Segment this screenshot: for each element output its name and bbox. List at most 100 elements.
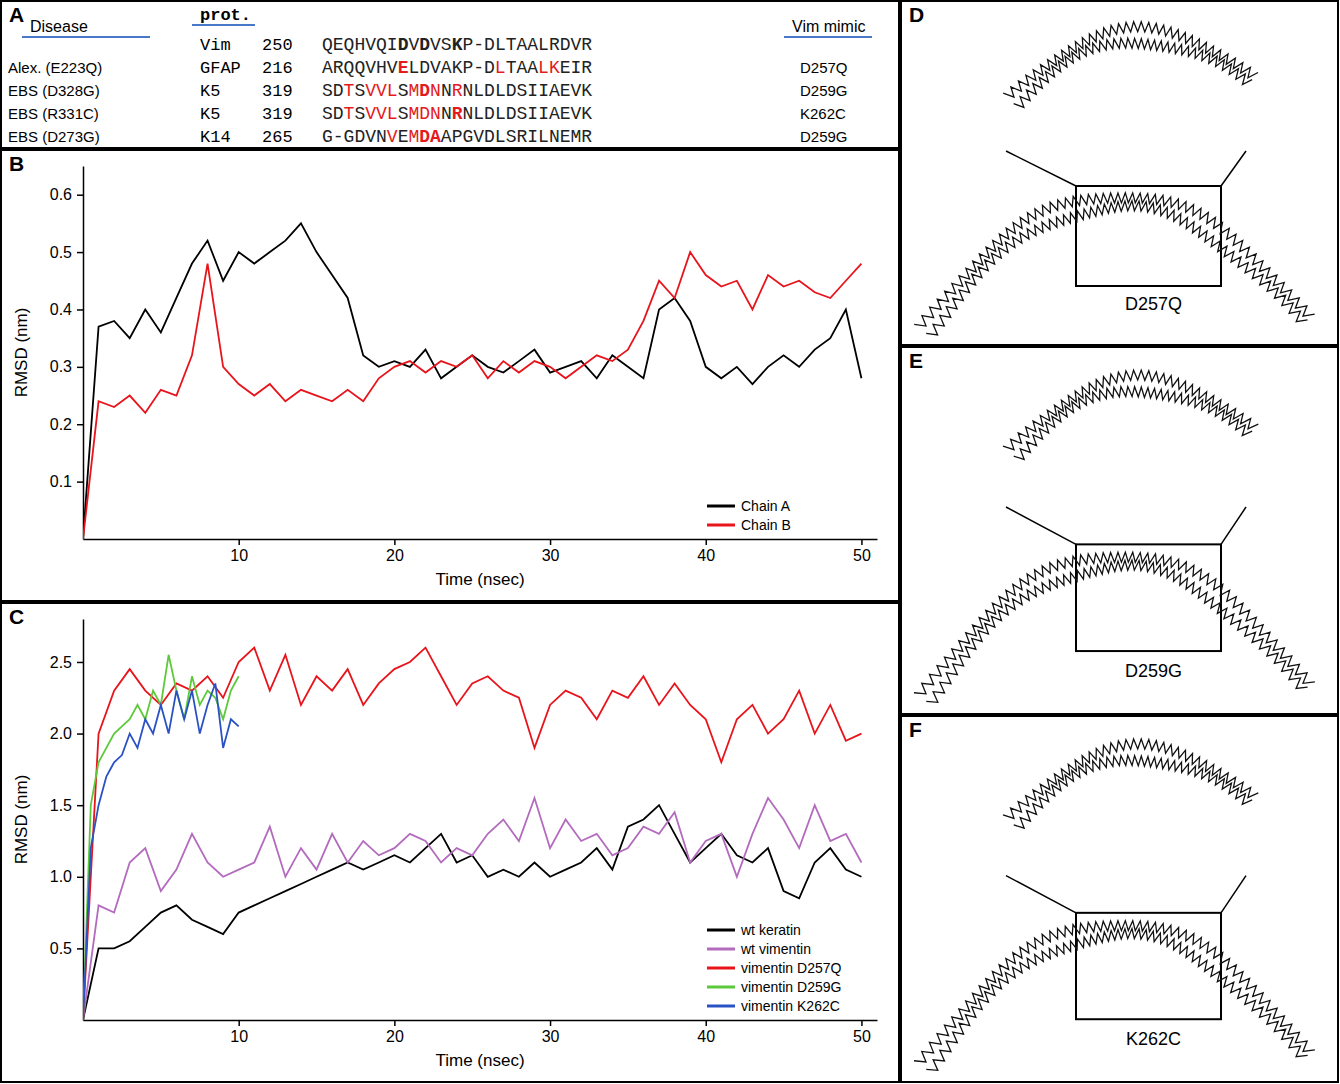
legend: Chain AChain B: [707, 498, 791, 533]
sequence: SDTSVVLSMDNNRNLDLDSIIAEVK: [322, 104, 592, 124]
tick-mark: [394, 539, 396, 545]
tick-label: 50: [853, 547, 871, 564]
panel-letter: C: [9, 605, 24, 628]
panel-letter: F: [909, 718, 922, 741]
legend-swatch: [707, 929, 735, 932]
legend-swatch: [707, 967, 735, 970]
tick: 1.5: [50, 797, 83, 814]
residue-segment: S: [398, 81, 409, 101]
residue-segment: T: [344, 104, 355, 124]
residue-segment: N: [441, 81, 452, 101]
residue-segment: L: [495, 58, 506, 78]
start-residue: 265: [262, 128, 293, 147]
panel-letter: E: [909, 349, 923, 372]
series-line: [83, 223, 861, 539]
sequence: G-GDVNVEMDAAPGVDLSRILNEMR: [322, 127, 592, 147]
residue-segment: D: [419, 35, 430, 55]
tick-label: 30: [542, 547, 560, 564]
disease: EBS (R331C): [8, 105, 99, 122]
tick-mark: [77, 733, 83, 735]
zoom-line: [1221, 151, 1246, 186]
residue-segment: EIR: [560, 58, 593, 78]
zoom-line: [1221, 507, 1246, 544]
helix-strand: [926, 201, 1307, 335]
protein: K5: [200, 105, 220, 124]
tick-label: 0.1: [50, 473, 72, 490]
series-line: [83, 655, 239, 1020]
residue-segment: SD: [322, 81, 344, 101]
residue-segment: VVL: [365, 81, 397, 101]
residue-segment: V: [408, 35, 419, 55]
sequence: ARQQVHVELDVAKP-DLTAALKEIR: [322, 58, 592, 78]
protein: K5: [200, 82, 220, 101]
tick-mark: [77, 662, 83, 664]
zoom-line: [1006, 151, 1076, 186]
tick: 10: [230, 539, 248, 564]
tick-label: 10: [230, 547, 248, 564]
tick: 0.4: [50, 301, 83, 318]
tick: 0.5: [50, 244, 83, 261]
tick-mark: [861, 1020, 863, 1026]
legend-swatch: [707, 986, 735, 989]
y-axis-line: [83, 620, 85, 1021]
helix-strand: [926, 560, 1307, 702]
tick-label: 40: [697, 1028, 715, 1045]
tick-mark: [550, 539, 552, 545]
residue-segment: D: [419, 104, 430, 124]
residue-segment: S: [354, 104, 365, 124]
series-line: [83, 805, 861, 1020]
tick-label: 1.5: [50, 797, 72, 814]
tick-mark: [77, 252, 83, 254]
panel-letter: A: [9, 3, 24, 26]
line-chart: 10203040500.10.20.30.40.50.6Time (nsec)R…: [12, 167, 878, 590]
zoom-line: [1006, 507, 1076, 544]
panel-frame: [901, 347, 1338, 714]
x-axis-line: [84, 539, 878, 541]
tick-mark: [238, 1020, 240, 1026]
header-rule: [784, 36, 872, 38]
tick: 40: [697, 539, 715, 564]
legend-label: vimentin K262C: [741, 998, 840, 1014]
sequence: QEQHVQIDVDVSKP-DLTAALRDVR: [322, 35, 592, 55]
tick: 10: [230, 1020, 248, 1045]
residue-segment: S: [354, 81, 365, 101]
tick: 40: [697, 1020, 715, 1045]
zoom-line: [1006, 876, 1076, 913]
tick-mark: [394, 1020, 396, 1026]
disease: Alex. (E223Q): [8, 59, 102, 76]
tick-label: 2.0: [50, 725, 72, 742]
residue-segment: N: [441, 104, 452, 124]
tick-mark: [77, 194, 83, 196]
tick-label: 30: [542, 1028, 560, 1045]
residue-segment: E: [398, 127, 409, 147]
tick-mark: [861, 539, 863, 545]
structure-panel: D259G: [914, 370, 1315, 702]
structure-panel: D257Q: [914, 22, 1314, 335]
tick-label: 0.5: [50, 940, 72, 957]
tick-mark: [705, 1020, 707, 1026]
residue-segment: S: [398, 104, 409, 124]
tick-mark: [77, 309, 83, 311]
panel-letter: D: [909, 3, 924, 26]
helix-strand: [926, 929, 1307, 1071]
start-residue: 250: [262, 36, 293, 55]
series-line: [83, 648, 861, 1020]
disease: EBS (D328G): [8, 82, 100, 99]
disease: EBS (D273G): [8, 128, 100, 145]
tick-mark: [705, 539, 707, 545]
tick: 0.2: [50, 416, 83, 433]
mutant-label: K262C: [1126, 1029, 1181, 1049]
residue-segment: E: [398, 58, 409, 78]
residue-segment: K: [452, 35, 463, 55]
plot-area: [83, 648, 861, 1020]
line-chart: 10203040500.51.01.52.02.5Time (nsec)RMSD…: [12, 620, 878, 1071]
panel-frame: [1, 1, 899, 148]
helix-strand: [1014, 755, 1252, 828]
residue-segment: R: [452, 104, 463, 124]
alignment-table: Diseaseprot.Vim mimicVim250QEQHVQIDVDVSK…: [8, 6, 872, 147]
residue-segment: VVL: [365, 104, 397, 124]
column-header: prot.: [200, 6, 251, 25]
tick: 0.1: [50, 473, 83, 490]
residue-segment: NLDLDSIIAEVK: [463, 104, 593, 124]
tick-label: 40: [697, 547, 715, 564]
